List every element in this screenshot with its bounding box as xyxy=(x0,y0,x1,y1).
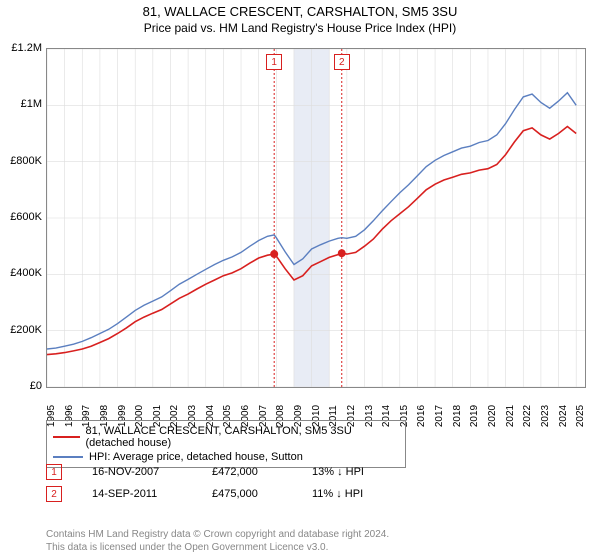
transaction-price: £472,000 xyxy=(212,466,282,478)
legend-item: 81, WALLACE CRESCENT, CARSHALTON, SM5 3S… xyxy=(53,424,399,450)
legend-label: 81, WALLACE CRESCENT, CARSHALTON, SM5 3S… xyxy=(86,425,400,449)
x-axis-label: 2018 xyxy=(452,405,463,427)
y-axis-label: £600K xyxy=(10,211,42,223)
x-axis-label: 2025 xyxy=(575,405,586,427)
chart-marker-label: 1 xyxy=(266,54,282,70)
y-axis-label: £400K xyxy=(10,267,42,279)
legend-swatch xyxy=(53,436,80,438)
transaction-marker: 1 xyxy=(46,464,62,480)
y-axis-label: £200K xyxy=(10,324,42,336)
y-axis-label: £0 xyxy=(30,380,42,392)
x-axis-label: 2019 xyxy=(469,405,480,427)
y-axis-label: £800K xyxy=(10,155,42,167)
chart-subtitle: Price paid vs. HM Land Registry's House … xyxy=(0,19,600,39)
legend-label: HPI: Average price, detached house, Sutt… xyxy=(89,451,303,463)
x-axis-label: 2022 xyxy=(522,405,533,427)
chart-plot xyxy=(46,48,586,388)
transaction-price: £475,000 xyxy=(212,488,282,500)
transaction-date: 16-NOV-2007 xyxy=(92,466,182,478)
legend-item: HPI: Average price, detached house, Sutt… xyxy=(53,450,399,464)
footnote: Contains HM Land Registry data © Crown c… xyxy=(46,528,389,554)
legend: 81, WALLACE CRESCENT, CARSHALTON, SM5 3S… xyxy=(46,420,406,468)
x-axis-label: 2023 xyxy=(540,405,551,427)
x-axis-label: 2024 xyxy=(558,405,569,427)
y-axis-label: £1.2M xyxy=(11,42,42,54)
x-axis-label: 2016 xyxy=(416,405,427,427)
chart-marker-label: 2 xyxy=(334,54,350,70)
y-axis-label: £1M xyxy=(21,98,42,110)
x-axis-label: 2021 xyxy=(505,405,516,427)
transaction-row: 1 16-NOV-2007 £472,000 13% ↓ HPI xyxy=(46,464,364,480)
x-axis-label: 2017 xyxy=(434,405,445,427)
transaction-delta: 13% ↓ HPI xyxy=(312,466,364,478)
transaction-date: 14-SEP-2011 xyxy=(92,488,182,500)
transaction-row: 2 14-SEP-2011 £475,000 11% ↓ HPI xyxy=(46,486,363,502)
chart-title: 81, WALLACE CRESCENT, CARSHALTON, SM5 3S… xyxy=(0,0,600,19)
legend-swatch xyxy=(53,456,83,458)
transaction-marker: 2 xyxy=(46,486,62,502)
transaction-delta: 11% ↓ HPI xyxy=(312,488,363,500)
x-axis-label: 2020 xyxy=(487,405,498,427)
